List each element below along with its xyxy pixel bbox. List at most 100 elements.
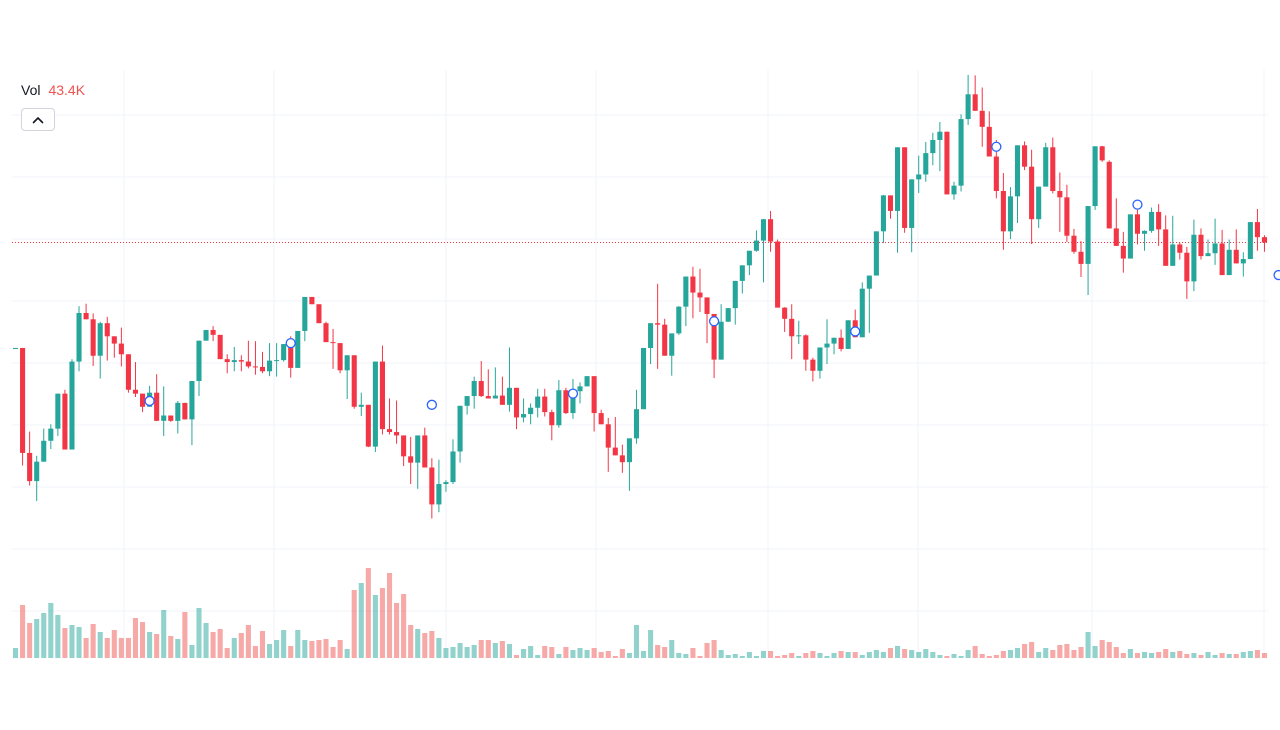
candle — [125, 354, 131, 393]
volume-bar — [535, 655, 541, 658]
volume-bar — [1099, 640, 1105, 658]
volume-bar — [873, 650, 879, 658]
volume-bar — [704, 643, 710, 658]
volume-bar — [429, 631, 435, 658]
candle-body — [683, 276, 689, 307]
signal-marker[interactable] — [285, 337, 296, 349]
candle — [415, 435, 421, 489]
candle — [895, 147, 901, 253]
candle-body — [386, 429, 393, 433]
candle — [563, 387, 569, 415]
signal-marker[interactable] — [1273, 269, 1280, 281]
candle — [1000, 173, 1006, 250]
candle — [386, 398, 393, 435]
signal-marker[interactable] — [991, 141, 1002, 152]
candle-body — [267, 360, 273, 372]
candle — [1007, 187, 1013, 240]
candle — [140, 393, 146, 413]
candle — [196, 340, 202, 397]
volume-bar — [1240, 652, 1246, 658]
signal-marker[interactable] — [567, 388, 579, 399]
candle-body — [506, 387, 512, 405]
candle-body — [12, 347, 19, 349]
signal-marker[interactable] — [850, 326, 861, 337]
volume-bar — [365, 568, 371, 658]
volume-bar — [351, 590, 357, 658]
candle-body — [789, 318, 795, 337]
candle — [351, 355, 357, 409]
candle — [182, 402, 188, 420]
volume-bar — [499, 641, 505, 658]
volume-bar — [478, 640, 484, 658]
candle-body — [203, 329, 209, 341]
volume-bar — [330, 647, 336, 658]
candle — [619, 444, 625, 473]
candle — [429, 458, 435, 519]
candle-body — [859, 288, 865, 338]
candle-body — [965, 94, 971, 120]
volume-bar — [1156, 652, 1162, 658]
candle — [323, 321, 329, 343]
candle — [866, 275, 872, 333]
volume-bar — [27, 623, 33, 658]
candle-body — [718, 321, 724, 360]
signal-marker[interactable] — [708, 316, 720, 327]
volume-bar — [591, 648, 597, 658]
candle-body — [732, 280, 738, 309]
volume-bar — [175, 639, 181, 658]
volume-bar — [598, 652, 604, 658]
candle — [62, 389, 68, 450]
volume-bar — [1085, 632, 1091, 658]
candle-body — [866, 275, 872, 289]
signal-marker[interactable] — [1132, 199, 1143, 210]
candle-body — [1149, 211, 1155, 231]
volume-bar — [506, 644, 512, 658]
candle — [1134, 209, 1140, 245]
candle — [753, 230, 759, 252]
candle-body — [782, 307, 788, 319]
candle-body — [513, 387, 520, 418]
volume-bar — [760, 651, 767, 658]
volume-bar — [245, 625, 251, 658]
candle — [824, 319, 830, 364]
candle — [1127, 214, 1133, 259]
candle-body — [337, 343, 343, 371]
collapse-legend-button[interactable] — [21, 108, 55, 131]
volume-bar — [210, 632, 216, 658]
candle-body — [76, 312, 82, 362]
candle-body — [1261, 237, 1268, 243]
candle — [1212, 218, 1218, 265]
candle — [450, 439, 456, 485]
volume-bar — [118, 638, 124, 658]
candle — [718, 304, 724, 360]
volume-bar — [612, 656, 618, 658]
volume-bar — [224, 648, 230, 658]
candle — [55, 393, 61, 436]
volume-bar — [944, 656, 950, 658]
candle-body — [873, 231, 879, 276]
volume-bar — [196, 608, 202, 658]
candle — [951, 181, 957, 200]
volume-bar — [753, 656, 759, 658]
candle-body — [887, 195, 894, 211]
candle-body — [662, 324, 668, 356]
signal-marker[interactable] — [144, 395, 155, 407]
candle-body — [725, 308, 731, 322]
volume-bar — [640, 651, 647, 658]
candle — [1036, 186, 1042, 228]
candle-body — [20, 347, 26, 453]
volume-bar — [549, 647, 555, 658]
volume-bar — [372, 595, 378, 658]
candle-body — [1134, 214, 1140, 234]
candle — [937, 122, 943, 172]
volume-bar — [274, 640, 280, 658]
candle-body — [1177, 244, 1183, 253]
candle — [1099, 145, 1105, 162]
candle — [958, 114, 964, 192]
candle — [598, 409, 604, 425]
candle-body — [1000, 191, 1006, 232]
signal-marker[interactable] — [426, 399, 437, 410]
volume-bar — [20, 605, 26, 658]
candle — [168, 415, 174, 422]
